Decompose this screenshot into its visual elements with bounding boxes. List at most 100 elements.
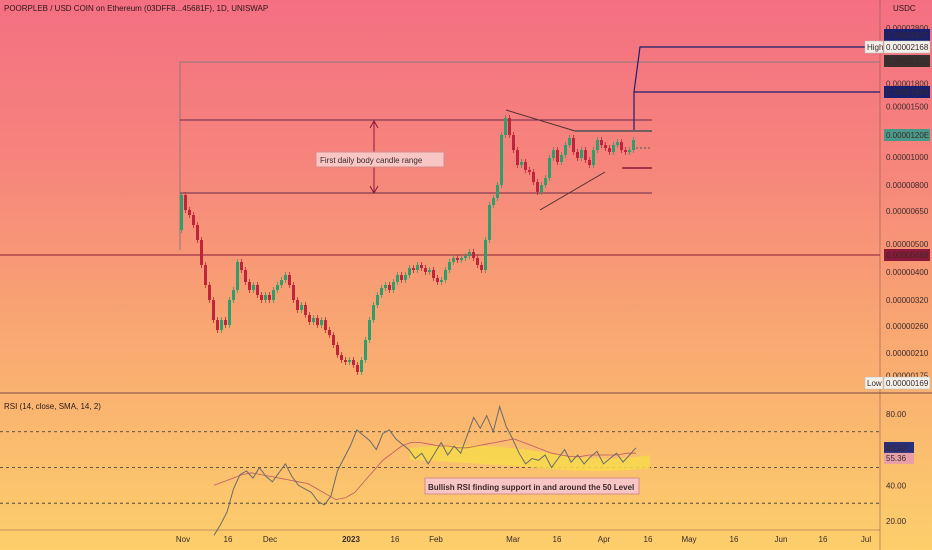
- triangle-bottom: [539, 171, 606, 211]
- price-candle: [260, 295, 263, 300]
- price-candle: [352, 360, 355, 365]
- price-candle: [556, 150, 559, 162]
- rsi-annotation-text: Bullish RSI finding support in and aroun…: [428, 483, 634, 492]
- price-candle: [316, 318, 319, 325]
- price-candle: [408, 268, 411, 275]
- price-candle: [276, 285, 279, 290]
- time-tick-label: 16: [224, 535, 233, 544]
- price-label-box: [884, 129, 930, 141]
- rsi-line: [213, 404, 637, 536]
- price-candle: [532, 172, 535, 182]
- price-tick-label: 0.00002800: [886, 24, 929, 33]
- price-candle: [480, 265, 483, 270]
- rsi-annotation-box: [424, 477, 640, 495]
- price-candle: [224, 320, 227, 325]
- time-tick-label: 16: [644, 535, 653, 544]
- time-tick-label: Feb: [429, 535, 443, 544]
- price-label: 0.0000120E: [886, 131, 929, 140]
- chart-title: POORPLEB / USD COIN on Ethereum (03DFF8.…: [4, 4, 269, 13]
- price-candle: [364, 340, 367, 360]
- price-tick-label: 0.00000210: [886, 349, 929, 358]
- price-candle: [204, 265, 207, 285]
- price-candle: [516, 150, 519, 165]
- price-label-box: [884, 29, 930, 41]
- price-candle: [456, 258, 459, 260]
- price-candle: [568, 138, 571, 145]
- price-candle: [312, 318, 315, 322]
- price-candle: [496, 185, 499, 198]
- price-candle: [252, 285, 255, 290]
- price-candle: [544, 178, 547, 185]
- price-candle: [196, 225, 199, 240]
- time-tick-label: 16: [391, 535, 400, 544]
- price-candle: [592, 150, 595, 165]
- price-candle: [432, 270, 435, 278]
- price-candle: [332, 335, 335, 345]
- price-candle: [292, 285, 295, 300]
- price-label: 0.00002168: [886, 43, 929, 52]
- price-candle: [536, 182, 539, 192]
- price-candle: [232, 290, 235, 300]
- price-candle: [448, 262, 451, 270]
- price-candle: [484, 240, 487, 270]
- price-candle: [404, 275, 407, 280]
- price-candle: [628, 150, 631, 152]
- rsi-sma-value-box: [884, 452, 914, 464]
- price-candle: [424, 268, 427, 272]
- target-2-line: [633, 46, 880, 130]
- price-candle: [284, 275, 287, 280]
- price-label-box: [864, 40, 884, 54]
- price-candle: [336, 345, 339, 355]
- price-candle: [560, 155, 563, 162]
- price-candle: [348, 360, 351, 362]
- time-tick-label: 16: [819, 535, 828, 544]
- rsi-title: RSI (14, close, SMA, 14, 2): [4, 402, 101, 411]
- time-tick-label: Jun: [775, 535, 788, 544]
- price-candle: [584, 150, 587, 160]
- price-candle: [524, 162, 527, 170]
- price-candle: [288, 275, 291, 285]
- rsi-sma-value-label: 55.36: [886, 454, 907, 463]
- price-candle: [396, 275, 399, 282]
- price-tick-label: 0.00001500: [886, 102, 929, 111]
- price-label-box: [883, 40, 931, 54]
- price-candle: [572, 138, 575, 152]
- rsi-value-label: 60.90: [886, 444, 907, 453]
- price-candle: [548, 158, 551, 178]
- price-candle: [392, 282, 395, 290]
- price-candle: [596, 140, 599, 150]
- price-candle: [412, 268, 415, 270]
- triangle-top: [505, 109, 576, 132]
- rsi-tick-label: 80.00: [886, 410, 907, 419]
- price-candle: [464, 256, 467, 258]
- price-candle: [200, 240, 203, 265]
- price-candle: [460, 258, 463, 260]
- price-candle: [576, 152, 579, 158]
- price-candle: [632, 140, 635, 150]
- price-label-box: [864, 376, 884, 390]
- rsi-tick-label: 40.00: [886, 481, 907, 490]
- annotation-box: [315, 151, 445, 168]
- price-candle: [608, 148, 611, 152]
- price-label: 0.00000169: [886, 379, 929, 388]
- price-label: 0.00002167: [886, 57, 929, 66]
- price-candle: [616, 142, 619, 145]
- price-candle: [452, 258, 455, 262]
- price-candle: [344, 360, 347, 362]
- price-candle: [540, 185, 543, 192]
- price-candle: [268, 295, 271, 300]
- price-candle: [248, 282, 251, 290]
- time-tick-label: 16: [553, 535, 562, 544]
- time-tick-label: May: [681, 535, 696, 544]
- price-tick-label: 0.00000320: [886, 296, 929, 305]
- price-candle: [304, 305, 307, 315]
- price-candle: [216, 320, 219, 330]
- price-candle: [380, 288, 383, 295]
- price-candle: [416, 265, 419, 270]
- price-tick-label: 0.00000800: [886, 181, 929, 190]
- price-candle: [612, 145, 615, 152]
- price-candle: [244, 270, 247, 282]
- price-candle: [620, 142, 623, 150]
